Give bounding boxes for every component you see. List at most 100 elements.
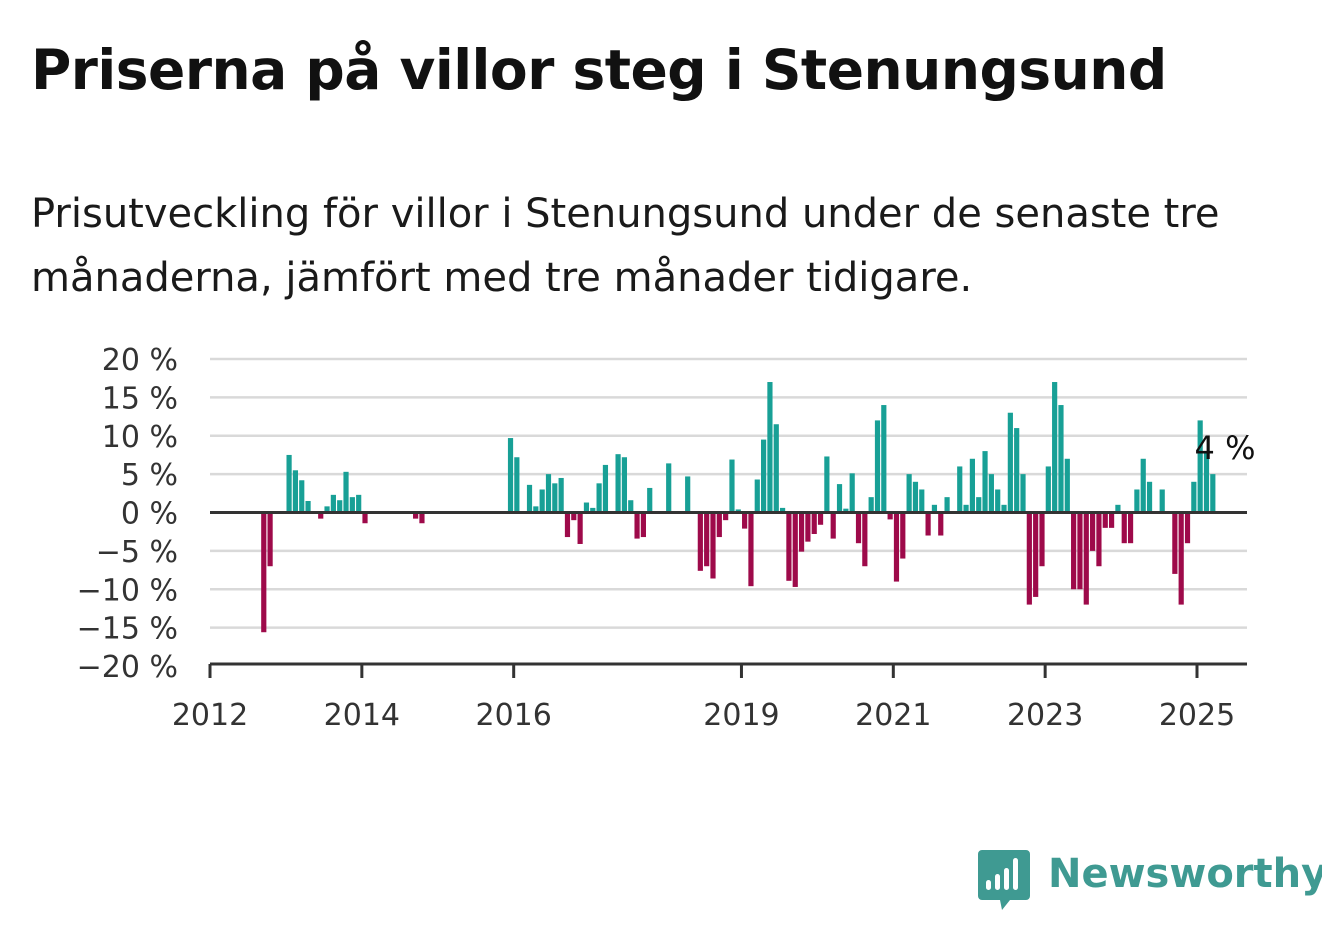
- bar: [621, 457, 628, 513]
- y-tick-label: 10 %: [102, 420, 178, 455]
- bar: [761, 439, 767, 513]
- bar: [1115, 504, 1121, 513]
- bar: [1184, 512, 1191, 544]
- bar: [938, 512, 944, 536]
- bar: [868, 497, 874, 513]
- bar: [1197, 420, 1203, 513]
- newsworthy-logo: Newsworthy: [978, 848, 1322, 912]
- bar: [362, 512, 368, 524]
- bar: [583, 502, 590, 513]
- bar: [988, 474, 994, 513]
- bar: [1045, 466, 1051, 513]
- x-tick-label: 2025: [1159, 698, 1235, 733]
- y-tick-label: −10 %: [77, 573, 178, 608]
- grid-lines: [210, 357, 1247, 629]
- x-tick-label: 2019: [703, 698, 779, 733]
- bar: [817, 512, 824, 525]
- bar: [881, 405, 887, 513]
- bar: [887, 512, 893, 520]
- bar: [900, 512, 906, 559]
- bar: [552, 483, 558, 513]
- x-tick-label: 2012: [172, 698, 248, 733]
- chart-subtitle: Prisutveckling för villor i Stenungsund …: [31, 191, 1220, 301]
- bar: [811, 512, 817, 534]
- bar: [1020, 474, 1026, 513]
- bar: [286, 454, 292, 513]
- bars: [261, 382, 1216, 633]
- bar: [862, 512, 868, 567]
- bar: [419, 512, 425, 524]
- bar: [1210, 474, 1216, 513]
- last-value-annotation: 4 %: [1195, 429, 1256, 467]
- x-tick-label: 2016: [476, 698, 552, 733]
- bar: [526, 484, 533, 513]
- y-tick-label: 15 %: [102, 381, 178, 416]
- bar: [754, 479, 760, 513]
- bar: [349, 497, 355, 513]
- x-tick-label: 2014: [324, 698, 400, 733]
- bar: [507, 438, 514, 513]
- bar: [786, 512, 792, 581]
- bar: [1014, 428, 1020, 513]
- bar: [267, 512, 273, 567]
- bar: [628, 500, 634, 513]
- bar: [710, 512, 716, 579]
- bar: [982, 451, 988, 513]
- y-tick-label: −5 %: [96, 535, 178, 570]
- bar: [805, 512, 811, 542]
- bar: [723, 512, 729, 521]
- bar: [919, 489, 925, 513]
- bar: [292, 470, 299, 513]
- bar: [324, 506, 330, 513]
- bar: [836, 484, 843, 513]
- bar: [843, 508, 849, 513]
- x-tick-label: 2023: [1007, 698, 1083, 733]
- bar: [1026, 512, 1032, 605]
- bar: [1108, 512, 1115, 528]
- bar: [925, 512, 931, 536]
- bar: [1007, 412, 1013, 513]
- bar: [1159, 489, 1165, 513]
- y-tick-label: 5 %: [121, 458, 178, 493]
- bar: [318, 512, 324, 519]
- bar: [1121, 512, 1127, 544]
- bar: [1146, 481, 1153, 513]
- bar: [1001, 504, 1007, 513]
- bar: [602, 464, 609, 513]
- bar: [558, 477, 564, 513]
- bar: [666, 463, 672, 513]
- bar: [716, 512, 722, 538]
- bar: [792, 512, 798, 587]
- y-tick-label: 20 %: [102, 343, 178, 378]
- bar: [640, 512, 646, 538]
- bar: [849, 473, 855, 513]
- bar: [577, 512, 583, 544]
- bar: [855, 512, 862, 544]
- brand-name: Newsworthy: [1048, 851, 1322, 897]
- bar: [767, 382, 773, 513]
- bar: [824, 456, 830, 513]
- bar: [742, 512, 748, 529]
- bar: [571, 512, 577, 521]
- x-axis-labels: 2012 2014 2016 2019 2021 2023 2025: [172, 664, 1235, 733]
- bar: [931, 504, 938, 513]
- bar: [976, 497, 982, 513]
- bar: [729, 459, 735, 513]
- bar: [1033, 512, 1039, 597]
- bar: [261, 512, 267, 633]
- bar: [893, 512, 900, 582]
- bar: [1096, 512, 1102, 567]
- bar: [299, 480, 305, 513]
- bar: [1090, 512, 1096, 551]
- bar: [343, 471, 349, 513]
- bar: [944, 497, 950, 513]
- bar: [798, 512, 805, 552]
- bar: [957, 466, 963, 513]
- bar: [1052, 382, 1058, 513]
- bar: [615, 454, 621, 513]
- bar: [1039, 512, 1045, 567]
- bar: [1134, 489, 1140, 513]
- bar: [830, 512, 836, 539]
- bar: [735, 509, 741, 513]
